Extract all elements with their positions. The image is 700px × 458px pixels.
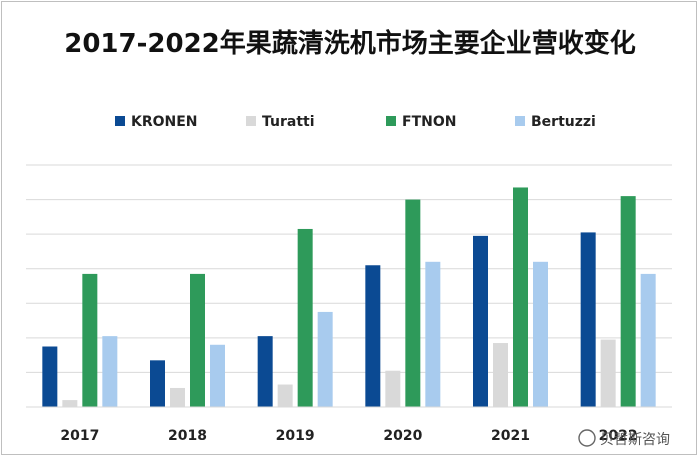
- x-tick-label: 2017: [60, 428, 99, 444]
- bar-kronen-2017: [42, 346, 58, 407]
- watermark: 贝哲斯咨询: [578, 429, 670, 448]
- x-tick-label: 2019: [276, 428, 315, 444]
- legend-label-bertuzzi: Bertuzzi: [531, 114, 596, 130]
- legend-label-kronen: KRONEN: [131, 114, 198, 130]
- bar-turatti-2022: [600, 339, 616, 407]
- gridlines: [26, 164, 672, 373]
- bars: [42, 187, 656, 407]
- bar-ftnon-2019: [297, 228, 313, 407]
- bar-bertuzzi-2019: [317, 311, 333, 407]
- bar-turatti-2017: [62, 400, 78, 407]
- bar-ftnon-2018: [190, 273, 205, 407]
- bar-turatti-2020: [385, 370, 401, 407]
- bar-turatti-2021: [493, 343, 508, 407]
- legend-swatch-bertuzzi: [515, 116, 525, 126]
- x-tick-label: 2020: [383, 428, 422, 444]
- bar-bertuzzi-2021: [533, 261, 548, 407]
- weibo-icon: [578, 429, 596, 447]
- legend-swatch-turatti: [246, 116, 256, 126]
- bar-bertuzzi-2018: [210, 344, 225, 407]
- bar-ftnon-2017: [82, 273, 98, 407]
- bar-bertuzzi-2020: [425, 261, 441, 407]
- bar-kronen-2018: [150, 360, 165, 407]
- bar-bertuzzi-2022: [640, 273, 656, 407]
- bar-kronen-2019: [257, 336, 273, 407]
- bar-ftnon-2021: [513, 187, 528, 407]
- legend-label-ftnon: FTNON: [402, 114, 456, 130]
- legend-swatch-kronen: [115, 116, 125, 126]
- bar-turatti-2018: [170, 387, 185, 407]
- bar-kronen-2022: [580, 232, 596, 407]
- bar-bertuzzi-2017: [102, 336, 118, 407]
- bar-ftnon-2022: [620, 196, 636, 407]
- legend-swatch-ftnon: [386, 116, 396, 126]
- watermark-text: 贝哲斯咨询: [600, 432, 670, 448]
- x-tick-label: 2021: [491, 428, 530, 444]
- legend-label-turatti: Turatti: [262, 114, 315, 130]
- bar-kronen-2021: [473, 235, 488, 407]
- x-tick-label: 2022: [599, 428, 638, 444]
- bar-turatti-2019: [277, 384, 293, 407]
- chart-title: 2017-2022年果蔬清洗机市场主要企业营收变化: [64, 28, 636, 59]
- legend: KRONEN Turatti FTNON Bertuzzi: [115, 114, 596, 130]
- bar-ftnon-2020: [405, 199, 421, 407]
- x-axis-ticks: 2017 2018 2019 2020 2021 2022: [60, 428, 637, 444]
- x-tick-label: 2018: [168, 428, 207, 444]
- bar-kronen-2020: [365, 265, 381, 407]
